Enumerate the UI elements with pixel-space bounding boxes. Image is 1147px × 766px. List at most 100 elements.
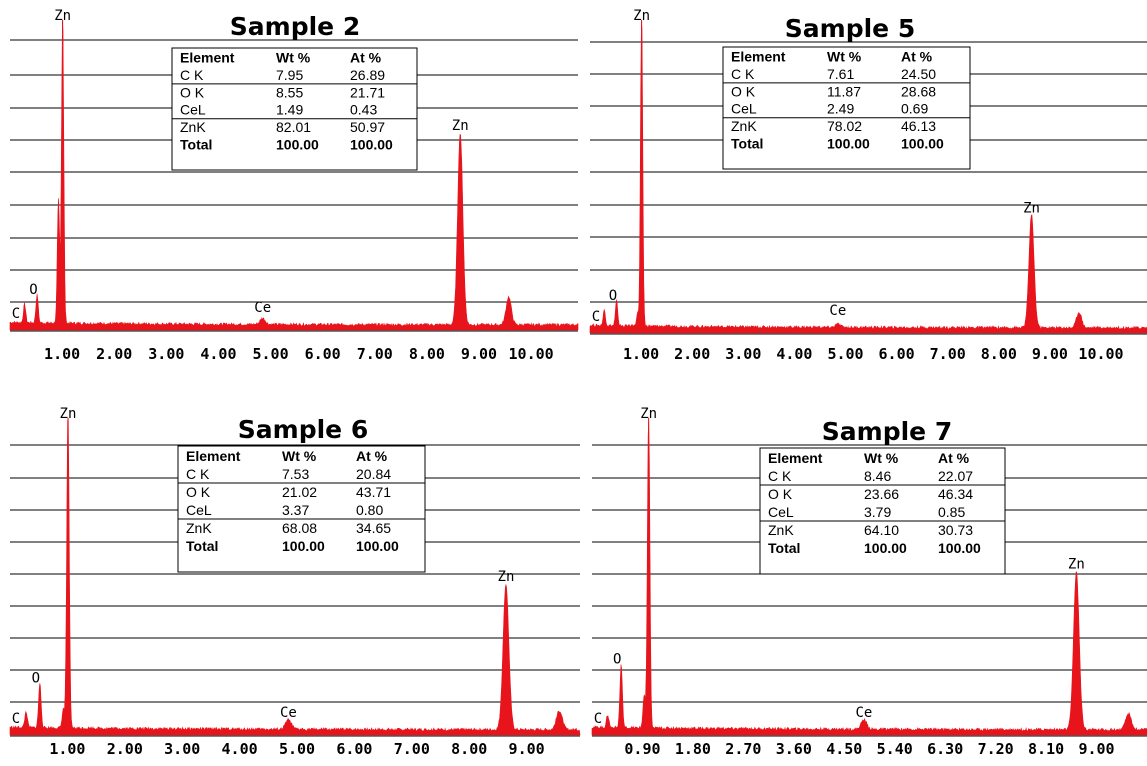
table-total-cell: Total <box>180 137 212 153</box>
table-cell: CeL <box>768 504 794 520</box>
x-tick-label: 1.00 <box>49 740 85 758</box>
table-cell: O K <box>186 484 211 500</box>
table-cell: 7.61 <box>827 66 854 82</box>
x-tick-label: 3.60 <box>776 740 812 758</box>
table-cell: C K <box>186 466 210 482</box>
peak-label: Ce <box>829 303 846 319</box>
x-tick-label: 1.00 <box>44 345 80 363</box>
table-cell: 68.08 <box>282 520 317 536</box>
panel-title: Sample 2 <box>230 12 360 41</box>
table-cell: 50.97 <box>350 119 385 135</box>
table-cell: 46.34 <box>938 486 973 502</box>
table-cell: 34.65 <box>356 520 391 536</box>
table-cell: CeL <box>731 101 757 117</box>
composition-table: Element Wt % At % C K 8.46 22.07 O K 23.66 46.34… <box>759 447 1006 575</box>
x-tick-label: 3.00 <box>725 345 761 363</box>
peak-label: Zn <box>54 8 71 24</box>
table-cell: 1.49 <box>276 102 303 118</box>
table-cell: ZnK <box>731 118 757 134</box>
table-cell: CeL <box>180 102 206 118</box>
x-tick-label: 8.00 <box>981 345 1017 363</box>
composition-table: Element Wt % At % C K 7.61 24.50 O K 11.87 28.68… <box>722 46 971 170</box>
x-tick-label: 7.20 <box>978 740 1014 758</box>
table-cell: 7.95 <box>276 67 303 83</box>
peak-label: Zn <box>452 118 469 134</box>
x-tick-label: 5.40 <box>877 740 913 758</box>
spectrum-panel-3: 1.00 2.00 3.00 4.00 5.00 6.00 7.00 8.00 9.00 Zn O C… <box>9 406 581 758</box>
peak-label: Zn <box>1023 200 1040 216</box>
x-tick-label: 3.00 <box>148 345 184 363</box>
peak-label: Zn <box>633 8 650 24</box>
table-cell: 26.89 <box>350 67 385 83</box>
x-tick-label: 5.00 <box>827 345 863 363</box>
x-tick-label: 6.30 <box>927 740 963 758</box>
table-header-cell: Element <box>180 49 235 65</box>
table-cell: O K <box>731 83 756 99</box>
table-total-cell: 100.00 <box>864 540 907 556</box>
x-tick-label: 8.10 <box>1028 740 1064 758</box>
x-tick-label: 10.00 <box>509 345 554 363</box>
table-cell: 82.01 <box>276 119 311 135</box>
x-tick-label: 2.00 <box>674 345 710 363</box>
peak-label: O <box>29 282 37 298</box>
x-tick-label: 2.70 <box>725 740 761 758</box>
table-cell: 20.84 <box>356 466 391 482</box>
table-cell: C K <box>768 468 792 484</box>
x-tick-label: 6.00 <box>879 345 915 363</box>
table-cell: 78.02 <box>827 118 862 134</box>
table-total-cell: 100.00 <box>356 538 399 554</box>
panel-title: Sample 7 <box>822 417 952 446</box>
spectrum-panel-1: 1.00 2.00 3.00 4.00 5.00 6.00 7.00 8.00 9.00 10.0… <box>9 8 579 363</box>
spectrum-trace <box>9 417 581 736</box>
x-tick-label: 4.00 <box>776 345 812 363</box>
composition-table: Element Wt % At % C K 7.95 26.89 O K 8.55 21.71 C… <box>171 47 418 171</box>
table-cell: 7.53 <box>282 466 309 482</box>
x-tick-label: 6.00 <box>305 345 341 363</box>
table-total-cell: Total <box>768 540 800 556</box>
x-tick-label: 2.00 <box>96 345 132 363</box>
table-total-cell: 100.00 <box>938 540 981 556</box>
table-header-cell: Wt % <box>276 49 311 65</box>
x-tick-label: 8.00 <box>451 740 487 758</box>
table-cell: O K <box>180 84 205 100</box>
table-total-cell: 100.00 <box>350 137 393 153</box>
table-cell: 24.50 <box>901 66 936 82</box>
table-cell: 8.55 <box>276 84 303 100</box>
x-tick-label: 9.00 <box>1078 740 1114 758</box>
x-tick-label: 0.90 <box>624 740 660 758</box>
peak-label: C <box>592 309 600 325</box>
table-cell: 30.73 <box>938 522 973 538</box>
x-tick-label: 7.00 <box>394 740 430 758</box>
table-cell: CeL <box>186 502 212 518</box>
panel-title: Sample 5 <box>785 14 915 43</box>
table-cell: 46.13 <box>901 118 936 134</box>
table-header-cell: Wt % <box>827 48 862 64</box>
table-cell: 3.79 <box>864 504 891 520</box>
peak-label: Zn <box>60 406 77 422</box>
table-total-cell: 100.00 <box>901 136 944 152</box>
x-tick-label: 7.00 <box>357 345 393 363</box>
peak-label: Ce <box>855 705 872 721</box>
peak-label: O <box>32 671 40 687</box>
table-header-cell: Wt % <box>282 448 317 464</box>
x-tick-label: 4.50 <box>826 740 862 758</box>
table-cell: 0.80 <box>356 502 383 518</box>
composition-table: Element Wt % At % C K 7.53 20.84 O K 21.02 43.71… <box>177 445 426 573</box>
table-cell: 22.07 <box>938 468 973 484</box>
peak-label: Ce <box>254 300 271 316</box>
table-cell: ZnK <box>180 119 206 135</box>
peak-label: C <box>594 711 602 727</box>
spectrum-trace <box>9 20 579 331</box>
table-cell: C K <box>731 66 755 82</box>
table-header-cell: Element <box>731 48 786 64</box>
spectrum-trace <box>591 417 1147 736</box>
table-cell: 8.46 <box>864 468 891 484</box>
x-tick-label: 5.00 <box>252 345 288 363</box>
table-frame <box>759 447 1006 575</box>
peak-label: O <box>613 652 621 668</box>
spectrum-panel-2: 1.00 2.00 3.00 4.00 5.00 6.00 7.00 8.00 9.00 10.0… <box>589 8 1147 363</box>
x-tick-label: 7.00 <box>930 345 966 363</box>
peak-label: Zn <box>498 569 515 585</box>
table-header-cell: At % <box>901 48 933 64</box>
peak-label: C <box>12 711 20 727</box>
